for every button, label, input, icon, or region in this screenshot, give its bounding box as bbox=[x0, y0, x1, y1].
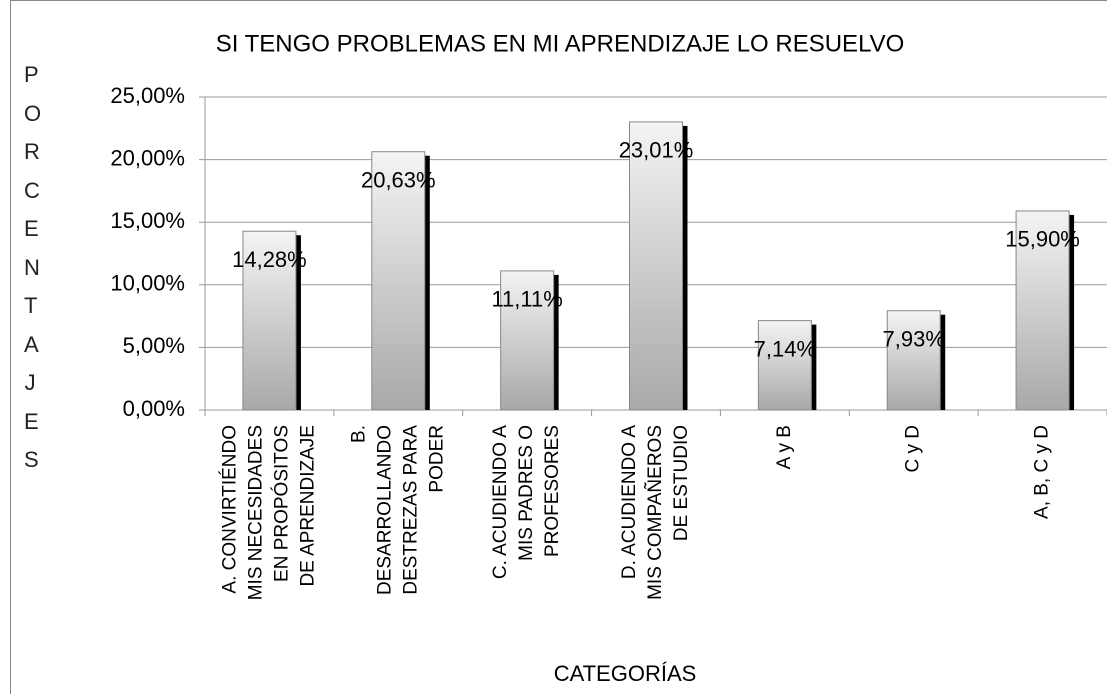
value-label: 11,11% bbox=[491, 287, 562, 312]
x-tick-label: D. ACUDIENDO A bbox=[619, 425, 640, 579]
x-tick-label: A, B, C y D bbox=[1032, 425, 1053, 519]
bar bbox=[886, 310, 941, 411]
x-tick-label: MIS PADRES O bbox=[516, 425, 537, 561]
x-tick-label: DE ESTUDIO bbox=[671, 425, 692, 541]
y-tick-label: 20,00% bbox=[110, 145, 185, 170]
bar bbox=[629, 121, 683, 411]
bar bbox=[757, 320, 812, 411]
bar bbox=[1015, 210, 1070, 411]
value-label: 23,01% bbox=[619, 138, 694, 163]
x-tick-label: MIS NECESIDADES bbox=[245, 425, 266, 600]
x-tick-label: DESTREZAS PARA bbox=[400, 425, 421, 595]
x-tick-label: A. CONVIRTIÉNDO bbox=[219, 425, 240, 594]
y-tick-label: 25,00% bbox=[110, 83, 185, 108]
bar bbox=[242, 230, 297, 411]
y-tick-label: 5,00% bbox=[123, 333, 185, 358]
x-axis-title: CATEGORÍAS bbox=[554, 661, 697, 686]
x-tick-label: C y D bbox=[903, 425, 924, 473]
x-tick-label: B. bbox=[348, 425, 369, 443]
value-label: 20,63% bbox=[361, 168, 436, 193]
bar-shadow bbox=[939, 314, 946, 410]
bar-shadow bbox=[810, 324, 817, 410]
x-tick-label: C. ACUDIENDO A bbox=[490, 425, 511, 579]
y-tick-label: 10,00% bbox=[110, 271, 185, 296]
x-tick-label: DE APRENDIZAJE bbox=[297, 425, 318, 587]
bar-shadow bbox=[552, 274, 559, 410]
bar bbox=[371, 151, 426, 411]
y-tick-label: 15,00% bbox=[110, 208, 185, 233]
x-tick-label: MIS COMPAÑEROS bbox=[644, 425, 666, 600]
frame bbox=[10, 0, 1107, 694]
bar-shadow bbox=[681, 125, 688, 411]
value-label: 14,28% bbox=[232, 247, 307, 272]
y-tick-label: 0,00% bbox=[123, 396, 185, 421]
bar-shadow bbox=[294, 235, 301, 410]
bar bbox=[500, 270, 555, 411]
chart-title: SI TENGO PROBLEMAS EN MI APRENDIZAJE LO … bbox=[216, 30, 905, 57]
x-tick-label: A y B bbox=[774, 425, 795, 469]
bar-shadow bbox=[1068, 214, 1075, 410]
bar-shadow bbox=[423, 155, 430, 410]
y-axis-title: PORCENTAJES bbox=[24, 62, 42, 472]
value-label: 7,93% bbox=[883, 327, 945, 352]
value-label: 7,14% bbox=[754, 336, 816, 361]
x-tick-label: PODER bbox=[426, 425, 447, 493]
x-tick-label: DESARROLLANDO bbox=[374, 425, 395, 595]
value-label: 15,90% bbox=[1005, 227, 1080, 252]
x-tick-label: PROFESORES bbox=[542, 425, 563, 557]
x-tick-label: EN PROPÓSITOS bbox=[270, 425, 292, 582]
